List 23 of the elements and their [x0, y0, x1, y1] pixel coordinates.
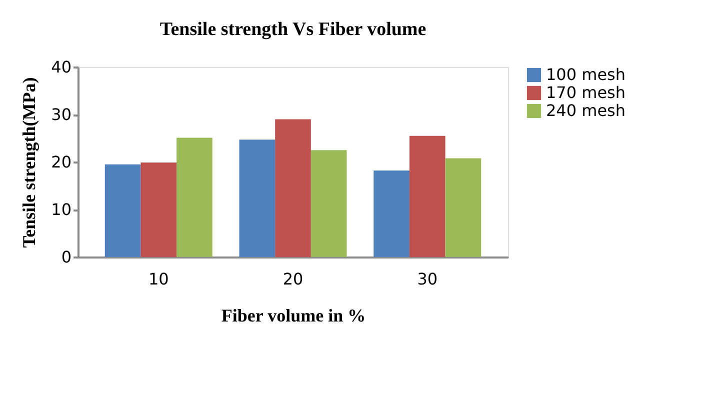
x-tick-label: 20: [282, 270, 304, 288]
bar: [275, 119, 311, 257]
y-tick-label: 30: [51, 105, 72, 124]
y-tick-label: 20: [51, 152, 72, 172]
bar: [310, 150, 347, 257]
x-tick-label: 30: [417, 270, 438, 288]
bar: [140, 162, 177, 257]
bar: [374, 170, 410, 257]
legend-label: 170 mesh: [546, 83, 626, 102]
bar: [239, 140, 276, 257]
y-tick-label: 10: [51, 200, 72, 219]
bar: [409, 136, 446, 257]
legend-label: 240 mesh: [546, 101, 626, 120]
bar: [176, 138, 212, 257]
chart-title: Tensile strength Vs Fiber volume: [160, 19, 426, 40]
bar: [445, 158, 482, 257]
y-axis-title: Tensile strength(MPa): [19, 77, 40, 248]
x-tick-label: 10: [148, 270, 169, 288]
y-tick-label: 0: [61, 248, 72, 266]
x-axis-title: Fiber volume in %: [221, 306, 366, 326]
legend-label: 100 mesh: [546, 65, 626, 84]
y-tick-label: 40: [51, 58, 72, 76]
bar: [104, 164, 141, 257]
